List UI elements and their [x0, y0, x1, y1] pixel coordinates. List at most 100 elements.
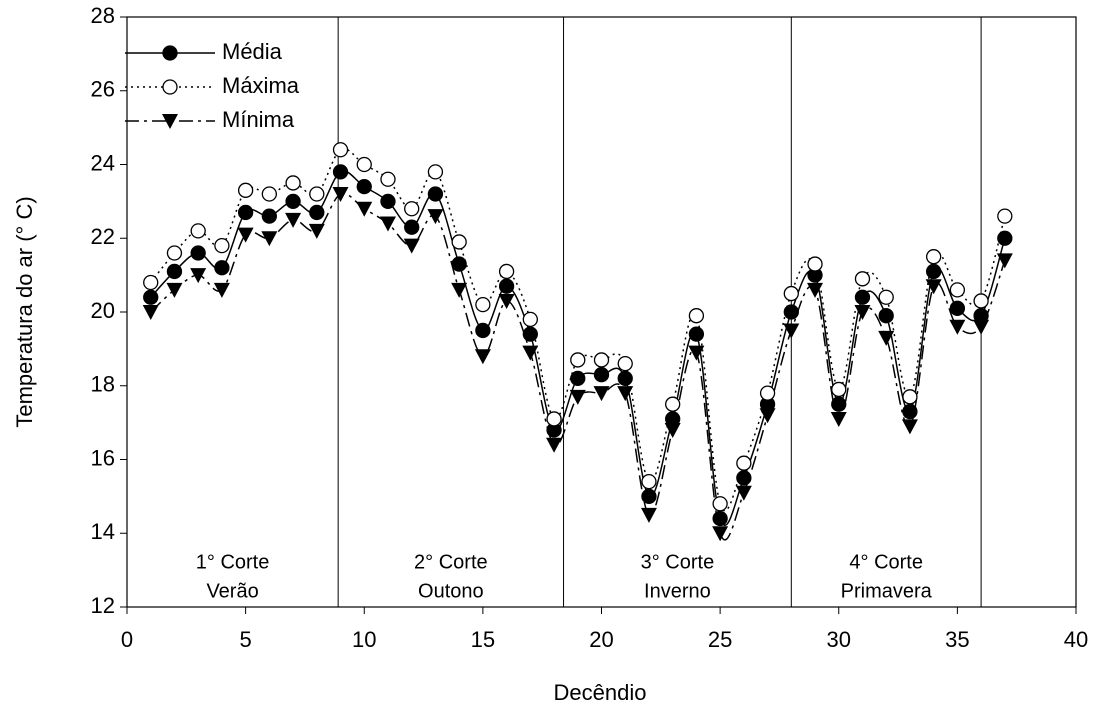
marker: [546, 437, 563, 453]
marker: [759, 408, 776, 424]
period-label: Primavera: [841, 580, 933, 602]
marker: [308, 223, 325, 239]
marker: [451, 234, 467, 250]
marker: [166, 263, 183, 280]
y-tick-label: 24: [91, 150, 115, 175]
marker: [997, 230, 1013, 246]
x-axis-label: Decêndio: [554, 680, 647, 705]
marker: [261, 231, 278, 247]
legend-marker: [162, 79, 178, 95]
marker: [997, 208, 1013, 224]
marker: [285, 175, 301, 191]
marker: [213, 282, 230, 298]
marker: [665, 396, 681, 412]
marker: [379, 216, 396, 232]
marker: [830, 411, 847, 427]
marker: [593, 367, 610, 383]
marker: [261, 186, 278, 202]
marker: [570, 352, 586, 368]
marker: [641, 488, 657, 505]
marker: [593, 386, 610, 402]
marker: [356, 201, 373, 217]
x-tick-label: 25: [708, 627, 732, 652]
marker: [332, 164, 349, 180]
plot-frame: [126, 16, 1077, 608]
period-label: Outono: [418, 580, 484, 602]
marker: [854, 271, 871, 287]
x-tick-label: 30: [827, 627, 851, 652]
marker: [309, 204, 325, 221]
marker: [380, 193, 396, 210]
marker: [332, 142, 349, 158]
legend-marker: [162, 45, 178, 61]
marker: [617, 370, 633, 387]
y-tick-label: 16: [91, 445, 115, 470]
marker: [901, 419, 918, 435]
legend-label: Mínima: [222, 107, 295, 132]
x-tick-label: 15: [471, 627, 495, 652]
y-tick-label: 20: [91, 298, 115, 323]
x-tick-label: 5: [240, 627, 252, 652]
marker: [831, 396, 847, 412]
period-label: 1° Corte: [196, 551, 270, 573]
marker: [617, 355, 633, 372]
marker: [902, 389, 918, 405]
marker: [949, 300, 966, 316]
legend-marker: [162, 114, 178, 129]
marker: [285, 193, 301, 210]
marker: [190, 245, 206, 261]
marker: [973, 293, 989, 309]
marker: [474, 349, 491, 365]
marker: [190, 223, 206, 239]
marker: [996, 253, 1013, 269]
period-label: 2° Corte: [414, 551, 488, 573]
y-tick-label: 22: [91, 224, 115, 249]
marker: [403, 238, 420, 254]
marker: [878, 330, 895, 346]
marker: [332, 187, 349, 202]
period-label: 3° Corte: [641, 551, 715, 573]
marker: [522, 345, 539, 361]
marker: [143, 274, 159, 291]
marker: [498, 293, 515, 309]
marker: [522, 326, 538, 342]
marker: [309, 186, 325, 202]
marker: [142, 305, 159, 320]
x-tick-label: 35: [945, 627, 969, 652]
marker: [925, 279, 942, 295]
marker: [570, 370, 586, 387]
marker: [237, 204, 254, 221]
marker: [522, 311, 538, 328]
marker: [427, 186, 444, 202]
marker: [688, 326, 705, 342]
marker: [712, 526, 729, 542]
marker: [712, 496, 728, 512]
marker: [902, 403, 918, 420]
marker: [736, 470, 752, 486]
marker: [285, 212, 302, 228]
marker: [926, 263, 942, 280]
period-label: Verão: [206, 580, 258, 602]
marker: [783, 285, 799, 302]
marker: [735, 485, 752, 501]
marker: [166, 245, 183, 261]
marker: [854, 305, 871, 320]
marker: [451, 256, 467, 272]
marker: [427, 164, 444, 180]
marker: [214, 260, 230, 276]
marker: [214, 237, 230, 254]
marker: [404, 201, 420, 217]
y-tick-label: 18: [91, 372, 115, 397]
marker: [380, 171, 396, 187]
marker: [498, 263, 515, 280]
marker: [759, 385, 776, 401]
marker: [949, 319, 966, 335]
x-tick-label: 10: [352, 627, 376, 652]
marker: [973, 319, 990, 335]
series-line: [150, 170, 1006, 527]
x-tick-label: 20: [589, 627, 613, 652]
y-tick-label: 28: [91, 3, 115, 28]
marker: [688, 345, 705, 361]
y-tick-label: 12: [91, 593, 115, 618]
marker: [356, 156, 372, 173]
